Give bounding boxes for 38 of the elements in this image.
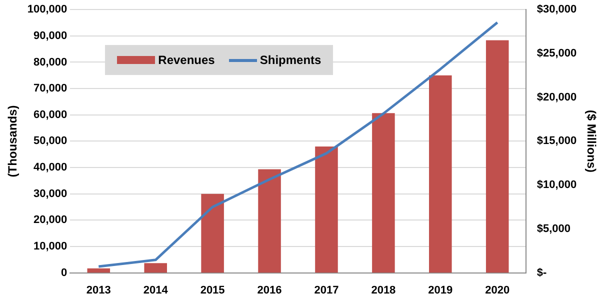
y-tick-label: 50,000 — [34, 135, 68, 148]
x-tick-label: 2015 — [200, 284, 225, 296]
legend-label: Revenues — [157, 52, 215, 67]
y-tick-label: 0 — [61, 266, 68, 279]
y-tick-label: 90,000 — [34, 30, 68, 42]
y2-tick-label: $10,000 — [536, 179, 577, 192]
x-tick-label: 2014 — [143, 284, 169, 296]
x-tick-label: 2017 — [314, 284, 339, 296]
y-tick-label: 60,000 — [34, 108, 68, 121]
bar — [372, 113, 395, 273]
y-tick-label: 70,000 — [34, 82, 68, 95]
bar — [144, 263, 167, 273]
y-tick-label: 100,000 — [27, 4, 68, 16]
y-tick-label: 30,000 — [34, 188, 68, 200]
y2-tick-label: $15,000 — [536, 135, 577, 148]
y-tick-label: 10,000 — [34, 240, 68, 253]
bar — [201, 194, 224, 273]
y-tick-label: 40,000 — [34, 162, 68, 174]
y-tick-label: 20,000 — [34, 214, 68, 226]
bar — [315, 146, 338, 273]
bar — [258, 169, 281, 273]
y-axis-title: (Thousands) — [6, 105, 20, 178]
x-tick-label: 2013 — [86, 284, 111, 296]
bar — [87, 268, 110, 273]
x-tick-label: 2020 — [485, 284, 510, 296]
bar — [486, 40, 509, 273]
y2-tick-label: $20,000 — [536, 91, 577, 104]
bar — [429, 75, 452, 273]
y2-axis-title: ($ Millions) — [584, 110, 598, 173]
y2-tick-label: $30,000 — [536, 4, 577, 16]
y2-tick-label: $5,000 — [536, 222, 570, 235]
legend-label: Shipments — [258, 52, 322, 67]
x-tick-label: 2016 — [257, 284, 282, 296]
y2-tick-label: $25,000 — [536, 48, 577, 60]
y2-tick-label: $- — [536, 266, 547, 279]
x-tick-label: 2019 — [428, 284, 453, 296]
x-tick-label: 2018 — [371, 284, 396, 296]
y-tick-label: 80,000 — [34, 56, 68, 68]
